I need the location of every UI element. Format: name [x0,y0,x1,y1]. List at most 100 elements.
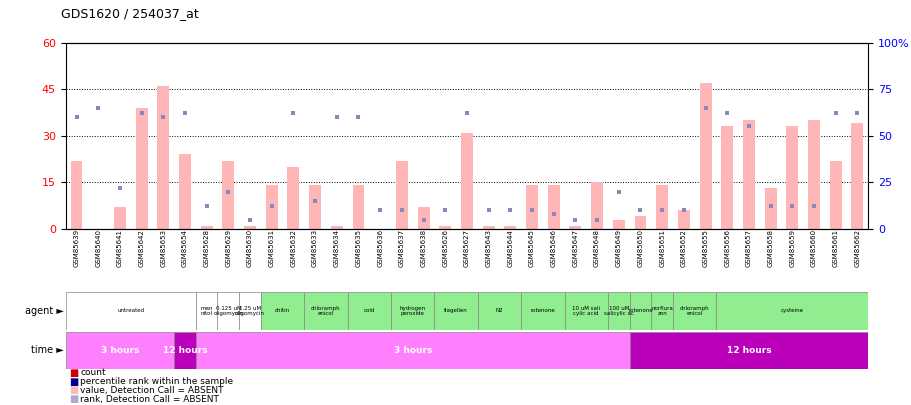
Text: GSM85660: GSM85660 [810,229,816,267]
Bar [763,188,776,229]
Text: GSM85633: GSM85633 [312,229,318,267]
Text: GSM85662: GSM85662 [854,229,859,267]
Text: 10 uM sali
cylic acid: 10 uM sali cylic acid [571,306,599,316]
Text: GSM85632: GSM85632 [290,229,296,267]
Text: GSM85648: GSM85648 [593,229,599,267]
Bar [66,292,196,330]
Text: GSM85628: GSM85628 [203,229,210,267]
Text: GSM85641: GSM85641 [117,229,123,267]
Bar [70,160,82,229]
Text: GSM85627: GSM85627 [464,229,469,267]
Bar [217,292,239,330]
Text: GSM85626: GSM85626 [442,229,448,267]
Text: GSM85656: GSM85656 [723,229,730,267]
Text: rank, Detection Call = ABSENT: rank, Detection Call = ABSENT [80,395,219,404]
Bar [548,185,559,229]
Text: ■: ■ [69,394,78,404]
Bar [200,226,212,229]
Text: 100 uM
salicylic ac: 100 uM salicylic ac [603,306,633,316]
Text: chloramph
enicol: chloramph enicol [311,306,341,316]
Bar [196,332,629,369]
Bar [629,292,650,330]
Text: GSM85645: GSM85645 [528,229,535,267]
Bar [114,207,126,229]
Bar [612,220,624,229]
Bar [526,185,537,229]
Bar [157,86,169,229]
Text: flagellen: flagellen [444,308,467,313]
Bar [634,216,646,229]
Text: GSM85651: GSM85651 [659,229,664,267]
Bar [482,226,494,229]
Bar [417,207,429,229]
Bar [244,226,256,229]
Text: 1.25 uM
oligomycin: 1.25 uM oligomycin [235,306,265,316]
Bar [239,292,261,330]
Bar [434,292,477,330]
Text: GSM85650: GSM85650 [637,229,643,267]
Bar [742,120,754,229]
Text: man
nitol: man nitol [200,306,212,316]
Text: GSM85647: GSM85647 [572,229,578,267]
Bar [829,160,841,229]
Text: GSM85646: GSM85646 [550,229,556,267]
Text: GSM85649: GSM85649 [615,229,621,267]
Bar [265,185,277,229]
Bar [196,292,217,330]
Bar [629,332,867,369]
Text: value, Detection Call = ABSENT: value, Detection Call = ABSENT [80,386,223,395]
Bar [568,226,580,229]
Bar [179,154,190,229]
Text: GSM85658: GSM85658 [767,229,773,267]
Text: GSM85655: GSM85655 [701,229,708,267]
Bar [460,132,473,229]
Bar [807,120,819,229]
Bar [851,123,863,229]
Text: GSM85639: GSM85639 [74,229,79,267]
Text: N2: N2 [495,308,503,313]
Text: count: count [80,368,106,377]
Text: ■: ■ [69,368,78,377]
Text: cysteine: cysteine [780,308,803,313]
Bar [222,160,234,229]
Text: GSM85653: GSM85653 [160,229,166,267]
Bar [353,185,364,229]
Bar [304,292,347,330]
Text: GDS1620 / 254037_at: GDS1620 / 254037_at [61,7,199,20]
Text: GSM85643: GSM85643 [485,229,491,267]
Bar [785,126,797,229]
Text: norflura
zon: norflura zon [650,306,672,316]
Bar [650,292,672,330]
Text: agent ►: agent ► [25,306,64,316]
Text: rotenone: rotenone [628,308,652,313]
Bar [677,210,689,229]
Text: untreated: untreated [117,308,144,313]
Bar [520,292,564,330]
Text: 12 hours: 12 hours [726,346,771,355]
Text: chitin: chitin [275,308,290,313]
Bar [391,292,434,330]
Bar [590,182,602,229]
Text: percentile rank within the sample: percentile rank within the sample [80,377,233,386]
Text: GSM85638: GSM85638 [420,229,426,267]
Bar [66,332,174,369]
Text: cold: cold [363,308,374,313]
Text: GSM85644: GSM85644 [507,229,513,267]
Text: GSM85629: GSM85629 [225,229,231,267]
Bar [672,292,716,330]
Text: GSM85636: GSM85636 [377,229,383,267]
Bar [699,83,711,229]
Bar [716,292,867,330]
Bar [261,292,304,330]
Bar [395,160,407,229]
Bar [564,292,608,330]
Bar [477,292,520,330]
Text: GSM85640: GSM85640 [95,229,101,267]
Bar [721,126,732,229]
Text: GSM85652: GSM85652 [681,229,686,267]
Text: rotenone: rotenone [530,308,555,313]
Text: GSM85654: GSM85654 [182,229,188,267]
Text: time ►: time ► [31,345,64,355]
Bar [174,332,196,369]
Text: chloramph
enicol: chloramph enicol [679,306,709,316]
